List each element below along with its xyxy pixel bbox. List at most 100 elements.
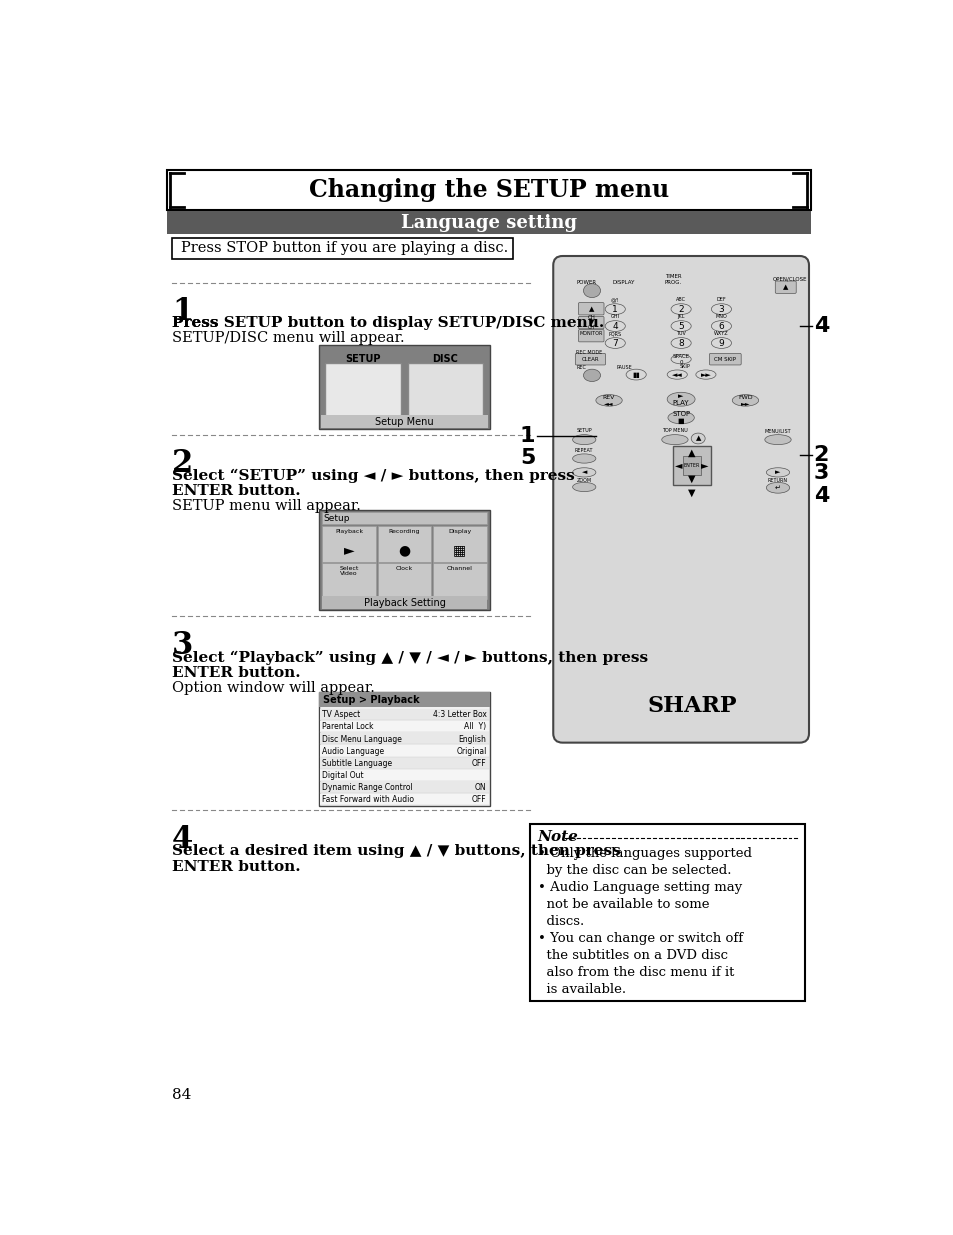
FancyBboxPatch shape <box>553 256 808 742</box>
Text: ●: ● <box>398 543 410 557</box>
Bar <box>319 709 488 720</box>
Ellipse shape <box>666 393 695 406</box>
Bar <box>321 597 487 609</box>
Bar <box>319 510 489 610</box>
Text: @/!: @/! <box>610 298 618 303</box>
Bar <box>377 526 431 562</box>
Text: Disc Menu Language: Disc Menu Language <box>322 735 402 743</box>
Text: Changing the SETUP menu: Changing the SETUP menu <box>309 178 668 201</box>
Text: ON: ON <box>475 783 486 792</box>
Text: Playback: Playback <box>335 529 363 534</box>
Text: is available.: is available. <box>537 983 625 995</box>
Text: Press: Press <box>172 316 223 330</box>
Bar <box>319 734 488 745</box>
Text: ENTER button.: ENTER button. <box>172 860 300 873</box>
Ellipse shape <box>661 435 687 445</box>
Text: ▼: ▼ <box>687 473 695 484</box>
Ellipse shape <box>695 370 716 379</box>
Ellipse shape <box>670 354 691 364</box>
Text: Original: Original <box>456 747 486 756</box>
Text: Setup > Playback: Setup > Playback <box>323 694 419 704</box>
Text: REC MODE: REC MODE <box>576 350 602 354</box>
Text: OFF: OFF <box>472 758 486 768</box>
Text: • You can change or switch off: • You can change or switch off <box>537 932 742 945</box>
Text: ▼: ▼ <box>588 320 594 326</box>
Bar <box>407 363 483 421</box>
Text: OPEN/CLOSE: OPEN/CLOSE <box>772 277 806 282</box>
Text: DEF: DEF <box>716 298 725 303</box>
Text: Press STOP button if you are playing a disc.: Press STOP button if you are playing a d… <box>181 241 508 256</box>
Ellipse shape <box>583 284 599 298</box>
Ellipse shape <box>765 468 789 477</box>
Text: Press SETUP button to display SETUP/DISC menu.: Press SETUP button to display SETUP/DISC… <box>172 316 603 330</box>
Ellipse shape <box>572 454 596 463</box>
Text: ◄◄: ◄◄ <box>671 372 682 378</box>
Bar <box>172 237 513 259</box>
Bar <box>682 456 700 474</box>
Bar <box>433 563 486 599</box>
Text: ►►: ►► <box>700 372 711 378</box>
Text: Channel: Channel <box>446 566 472 571</box>
Text: GHI: GHI <box>610 314 619 319</box>
Bar <box>167 169 810 210</box>
Text: CH
MONITOR: CH MONITOR <box>578 325 602 336</box>
Text: discs.: discs. <box>537 915 583 929</box>
Ellipse shape <box>604 321 624 331</box>
Ellipse shape <box>670 337 691 348</box>
Text: Note: Note <box>537 830 578 844</box>
Text: ▲: ▲ <box>588 306 594 311</box>
Text: 4: 4 <box>612 321 618 331</box>
Text: by the disc can be selected.: by the disc can be selected. <box>537 864 731 877</box>
Ellipse shape <box>583 369 599 382</box>
Text: DISC: DISC <box>432 353 458 364</box>
Ellipse shape <box>625 369 645 380</box>
Text: RETURN: RETURN <box>767 478 787 483</box>
Ellipse shape <box>711 321 731 331</box>
Ellipse shape <box>666 370 686 379</box>
Text: 2: 2 <box>678 305 683 314</box>
Text: Clock: Clock <box>395 566 413 571</box>
Text: Select “Playback” using ▲ / ▼ / ◄ / ► buttons, then press: Select “Playback” using ▲ / ▼ / ◄ / ► bu… <box>172 651 647 664</box>
Text: SPACE
0: SPACE 0 <box>672 353 689 364</box>
Text: Recording: Recording <box>388 529 419 534</box>
Bar <box>530 824 804 1002</box>
Text: FWD
►►: FWD ►► <box>738 395 752 406</box>
Text: Fast Forward with Audio: Fast Forward with Audio <box>322 795 414 804</box>
Ellipse shape <box>604 304 624 315</box>
Ellipse shape <box>670 304 691 315</box>
Text: WXYZ: WXYZ <box>714 331 728 336</box>
Text: TV Aspect: TV Aspect <box>322 710 360 719</box>
Text: ABC: ABC <box>676 298 685 303</box>
Text: 2: 2 <box>172 448 193 479</box>
Ellipse shape <box>732 395 758 406</box>
Text: ↵: ↵ <box>774 485 781 490</box>
Text: • Audio Language setting may: • Audio Language setting may <box>537 882 741 894</box>
Text: PQRS: PQRS <box>608 331 621 336</box>
Text: Select a desired item using ▲ / ▼ buttons, then press: Select a desired item using ▲ / ▼ button… <box>172 845 620 858</box>
Bar <box>672 446 711 484</box>
Text: Subtitle Language: Subtitle Language <box>322 758 392 768</box>
Text: Setup: Setup <box>323 514 350 524</box>
Text: • Only the languages supported: • Only the languages supported <box>537 847 751 861</box>
Text: English: English <box>458 735 486 743</box>
Text: SETUP: SETUP <box>345 353 381 364</box>
Text: Digital Out: Digital Out <box>322 771 363 781</box>
Text: ▲: ▲ <box>687 447 695 457</box>
Bar <box>319 782 488 793</box>
Text: 4: 4 <box>172 824 193 856</box>
Text: ▼: ▼ <box>687 488 695 498</box>
Ellipse shape <box>670 321 691 331</box>
Text: 4: 4 <box>813 487 828 506</box>
FancyBboxPatch shape <box>775 282 796 294</box>
Ellipse shape <box>572 483 596 492</box>
Text: REC: REC <box>576 366 586 370</box>
Bar <box>325 363 401 421</box>
Text: 8: 8 <box>678 338 683 347</box>
Text: POWER: POWER <box>576 279 596 285</box>
FancyBboxPatch shape <box>578 330 603 342</box>
Text: Parental Lock: Parental Lock <box>322 722 374 731</box>
Text: ENTER button.: ENTER button. <box>172 484 300 498</box>
Ellipse shape <box>596 395 621 406</box>
Text: ▲: ▲ <box>782 284 787 290</box>
FancyBboxPatch shape <box>575 353 605 366</box>
